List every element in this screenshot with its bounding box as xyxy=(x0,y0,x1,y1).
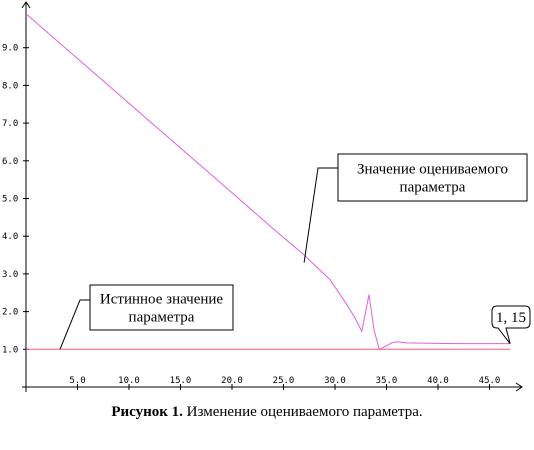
annotation-estimate-box xyxy=(337,153,528,202)
x-tick-label: 45.0 xyxy=(479,376,501,386)
y-axis-arrow xyxy=(21,1,31,9)
axes: 1.0 2.0 3.0 4.0 5.0 6.0 7.0 8.0 9.0 5.0 10.0 15.0 20… xyxy=(2,1,523,392)
chart: 1.0 2.0 3.0 4.0 5.0 6.0 7.0 8.0 9.0 5.0 10.0 15.0 20… xyxy=(2,1,531,392)
x-tick-label: 5.0 xyxy=(69,376,85,386)
series-layer xyxy=(25,13,511,351)
annotation-final-value: 1, 15 xyxy=(491,305,531,344)
annotation-estimate: Значение оцениваемого параметра xyxy=(303,153,528,263)
annotation-estimate-text: параметра xyxy=(400,180,466,196)
x-tick-label: 40.0 xyxy=(427,376,449,386)
y-tick-label: 7.0 xyxy=(2,119,18,129)
annotation-true-value-text: параметра xyxy=(129,310,195,326)
y-tick-label: 3.0 xyxy=(2,270,18,280)
x-tick-label: 25.0 xyxy=(273,376,295,386)
x-tick-label: 10.0 xyxy=(118,376,140,386)
y-tick-label: 2.0 xyxy=(2,308,18,318)
x-tick-label: 30.0 xyxy=(324,376,346,386)
annotation-true-value-text: Истинное значение xyxy=(100,292,223,308)
y-tick-label: 8.0 xyxy=(2,81,18,91)
y-tick-label: 6.0 xyxy=(2,157,18,167)
figure-caption: Рисунок 1. Изменение оцениваемого параме… xyxy=(0,404,534,421)
caption-text: Изменение оцениваемого параметра. xyxy=(186,404,423,420)
annotation-true-value-box xyxy=(89,284,234,331)
annotation-final-value-text: 1, 15 xyxy=(496,310,526,326)
y-tick-label: 1.0 xyxy=(2,345,18,355)
x-axis-arrow xyxy=(515,382,523,392)
x-tick-label: 15.0 xyxy=(170,376,192,386)
annotation-true-value-leader xyxy=(59,299,90,350)
annotation-final-value-bubble xyxy=(491,305,531,344)
caption-label: Рисунок 1. xyxy=(111,404,183,420)
series-estimate-line xyxy=(25,13,511,351)
x-tick-label: 35.0 xyxy=(376,376,398,386)
y-tick-label: 5.0 xyxy=(2,195,18,205)
y-tick-label: 4.0 xyxy=(2,232,18,242)
x-tick-label: 20.0 xyxy=(221,376,243,386)
annotation-estimate-text: Значение оцениваемого xyxy=(357,162,508,178)
annotation-true-value: Истинное значение параметра xyxy=(59,284,234,350)
y-tick-label: 9.0 xyxy=(2,44,18,54)
annotation-estimate-leader xyxy=(303,167,338,263)
